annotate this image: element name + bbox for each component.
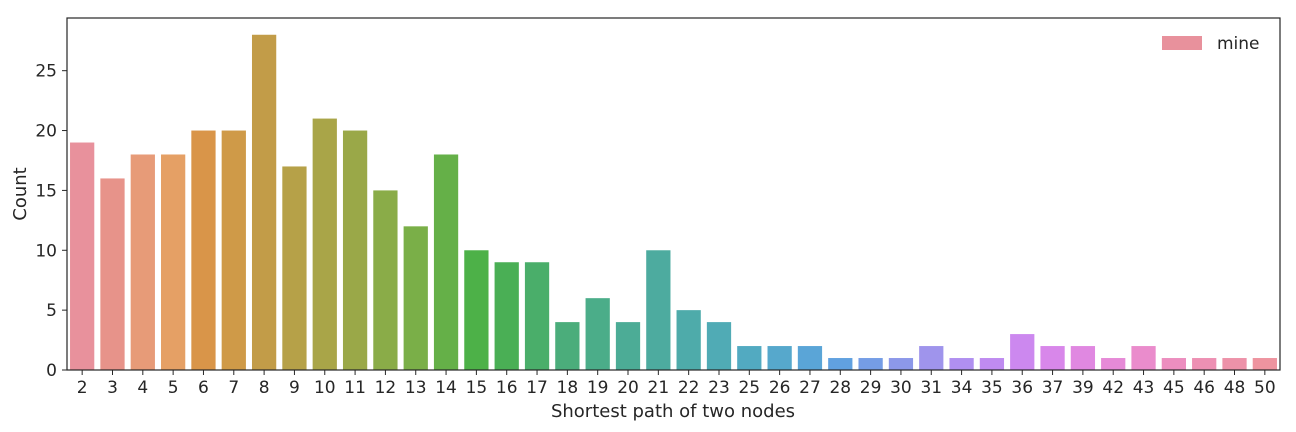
x-tick-label-13: 13	[405, 378, 427, 398]
bar-16	[494, 262, 519, 370]
x-tick-label-39: 39	[1072, 378, 1094, 398]
bar-10	[312, 118, 337, 370]
x-tick-label-10: 10	[314, 378, 336, 398]
bar-15	[464, 250, 489, 370]
bar-6	[191, 130, 216, 370]
y-tick-label-5: 5	[46, 301, 57, 321]
x-tick-label-12: 12	[375, 378, 397, 398]
x-tick-label-18: 18	[557, 378, 579, 398]
bar-34	[949, 358, 974, 370]
x-tick-label-28: 28	[829, 378, 851, 398]
x-tick-label-4: 4	[137, 378, 148, 398]
bar-20	[615, 322, 641, 370]
y-tick-label-15: 15	[35, 181, 57, 201]
x-tick-label-31: 31	[920, 378, 942, 398]
bar-31	[919, 346, 944, 370]
bar-12	[373, 190, 398, 370]
bar-2	[70, 142, 95, 370]
bar-3	[100, 178, 125, 370]
y-tick-label-10: 10	[35, 241, 57, 261]
x-tick-label-46: 46	[1193, 378, 1215, 398]
x-tick-label-15: 15	[466, 378, 488, 398]
bar-8	[251, 34, 277, 370]
bar-46	[1192, 358, 1217, 370]
bar-50	[1252, 358, 1277, 370]
legend: mine	[1162, 34, 1260, 54]
bar-22	[676, 310, 701, 370]
y-tick-label-0: 0	[46, 361, 57, 381]
x-tick-label-50: 50	[1254, 378, 1276, 398]
x-tick-label-5: 5	[168, 378, 179, 398]
x-tick-label-16: 16	[496, 378, 518, 398]
x-tick-label-19: 19	[587, 378, 609, 398]
legend-label: mine	[1217, 34, 1260, 54]
bar-39	[1070, 346, 1096, 370]
x-tick-label-25: 25	[738, 378, 760, 398]
bar-27	[797, 346, 823, 370]
bar-45	[1161, 358, 1186, 370]
x-tick-label-35: 35	[981, 378, 1003, 398]
bar-42	[1101, 358, 1126, 370]
bar-23	[706, 322, 732, 370]
x-tick-label-27: 27	[799, 378, 821, 398]
bar-9	[282, 166, 307, 370]
bar-7	[221, 130, 246, 370]
x-tick-label-36: 36	[1011, 378, 1033, 398]
x-tick-label-48: 48	[1224, 378, 1246, 398]
x-tick-label-45: 45	[1163, 378, 1185, 398]
bar-28	[828, 358, 853, 370]
x-axis: 2 3 4 5 6 7 8 9 10 11 12 13 14 15 16 17 18 19 20 21 22 23 25 26…	[77, 370, 1276, 398]
x-tick-label-34: 34	[951, 378, 973, 398]
bar-19	[585, 298, 610, 370]
bar-37	[1040, 346, 1065, 370]
x-tick-label-6: 6	[198, 378, 209, 398]
y-tick-label-20: 20	[35, 122, 57, 142]
x-tick-label-29: 29	[860, 378, 882, 398]
x-tick-label-37: 37	[1042, 378, 1064, 398]
bar-43	[1131, 346, 1156, 370]
bar-36	[1010, 334, 1035, 370]
bar-48	[1222, 358, 1247, 370]
x-tick-label-23: 23	[708, 378, 730, 398]
x-tick-label-11: 11	[344, 378, 366, 398]
bar-14	[433, 154, 459, 370]
y-axis: 0 5 10 15 20 25	[35, 62, 67, 381]
legend-swatch	[1162, 36, 1202, 50]
y-tick-label-25: 25	[35, 62, 57, 82]
bar-35	[979, 358, 1005, 370]
x-tick-label-14: 14	[435, 378, 457, 398]
bar-21	[646, 250, 671, 370]
x-tick-label-7: 7	[228, 378, 239, 398]
x-tick-label-22: 22	[678, 378, 700, 398]
x-tick-label-42: 42	[1102, 378, 1124, 398]
x-tick-label-20: 20	[617, 378, 639, 398]
bar-11	[342, 130, 368, 370]
bars-group	[70, 34, 1277, 370]
bar-13	[403, 226, 428, 370]
bar-17	[524, 262, 550, 370]
x-tick-label-21: 21	[648, 378, 670, 398]
x-tick-label-17: 17	[526, 378, 548, 398]
x-tick-label-2: 2	[77, 378, 88, 398]
x-tick-label-3: 3	[107, 378, 118, 398]
bar-25	[737, 346, 762, 370]
bar-30	[888, 358, 914, 370]
x-tick-label-8: 8	[259, 378, 270, 398]
x-tick-label-30: 30	[890, 378, 912, 398]
x-axis-title: Shortest path of two nodes	[551, 401, 795, 422]
x-tick-label-43: 43	[1133, 378, 1155, 398]
x-tick-label-9: 9	[289, 378, 300, 398]
bar-18	[555, 322, 580, 370]
y-axis-title: Count	[10, 167, 31, 220]
plot-frame	[66, 17, 1281, 371]
bar-29	[858, 358, 883, 370]
x-tick-label-26: 26	[769, 378, 791, 398]
bar-4	[130, 154, 155, 370]
bar-5	[161, 154, 186, 370]
bar-26	[767, 346, 792, 370]
